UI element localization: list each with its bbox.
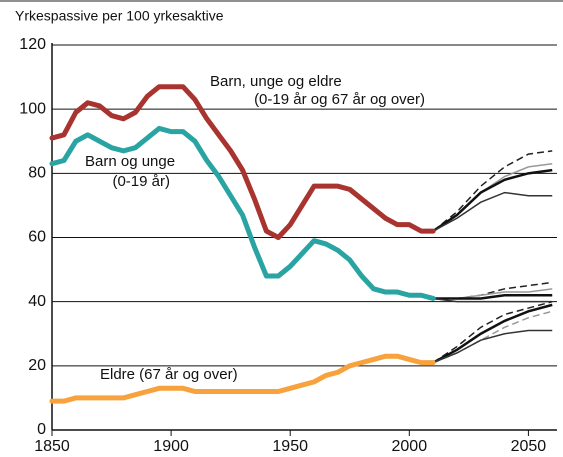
- annotation: Eldre (67 år og over): [100, 366, 238, 383]
- series-line: [49, 125, 436, 301]
- projection-line: [432, 329, 553, 364]
- annotation: Barn og unge: [85, 153, 175, 170]
- series-line: [49, 84, 436, 240]
- projection-line: [432, 168, 553, 233]
- x-tick-label: 2050: [511, 438, 547, 455]
- y-tick-label: 100: [19, 100, 46, 117]
- annotation: Barn, unge og eldre: [210, 73, 342, 90]
- y-tick-label: 120: [19, 36, 46, 53]
- x-tick-label: 1850: [34, 438, 70, 455]
- projection-line: [432, 191, 553, 232]
- x-tick-label: 2000: [392, 438, 428, 455]
- chart-title: Yrkespassive per 100 yrkesaktive: [15, 8, 224, 24]
- projection-line: [433, 294, 553, 300]
- y-tick-label: 80: [28, 165, 46, 182]
- annotation: (0-19 år og 67 år og over): [254, 91, 425, 108]
- projection-line: [432, 300, 553, 364]
- x-tick-label: 1950: [272, 438, 308, 455]
- annotation: (0-19 år): [112, 173, 170, 190]
- projection-line: [433, 297, 553, 303]
- projection-line: [432, 150, 553, 232]
- projection-line: [432, 310, 553, 364]
- y-tick-label: 40: [28, 293, 46, 310]
- projection-line: [432, 303, 553, 364]
- series-line: [49, 353, 436, 404]
- y-tick-label: 20: [28, 357, 46, 374]
- x-tick-label: 1900: [153, 438, 189, 455]
- y-tick-label: 0: [37, 421, 46, 438]
- projection-line: [433, 281, 553, 300]
- y-tick-label: 60: [28, 229, 46, 246]
